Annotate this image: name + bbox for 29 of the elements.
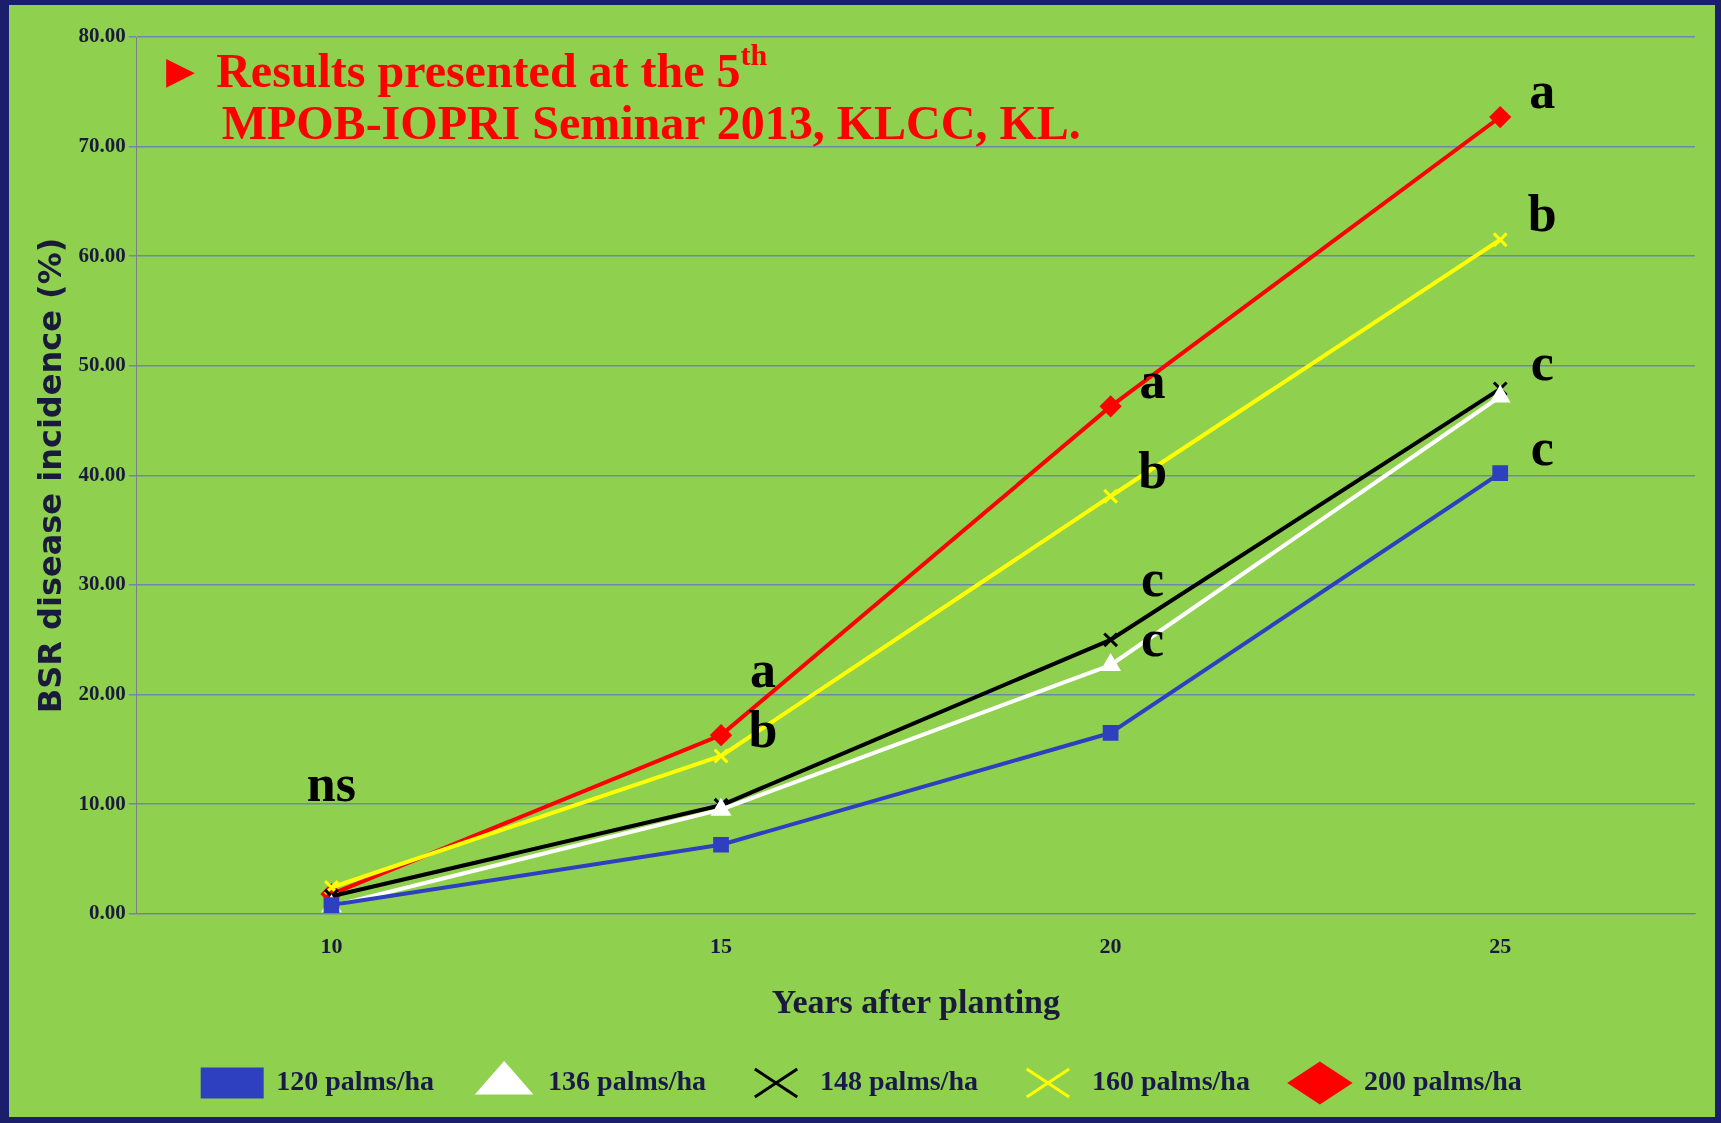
x-tick-label: 20 [1099, 932, 1122, 958]
y-tick-label: 0.00 [88, 900, 126, 925]
annotation: a [1529, 62, 1556, 120]
x-axis-title: Years after planting [771, 983, 1060, 1021]
y-tick-label: 10.00 [78, 790, 126, 815]
y-tick-label: 50.00 [78, 352, 126, 377]
annotation: c [1141, 550, 1165, 608]
x-tick-label: 10 [320, 932, 343, 958]
legend-label: 136 palms/ha [548, 1065, 707, 1097]
y-axis-title: BSR disease incidence (%) [30, 237, 69, 714]
annotation: ns [306, 754, 357, 812]
x-tick-label: 15 [710, 932, 733, 958]
annotation: b [1138, 441, 1168, 499]
y-tick-label: 40.00 [78, 461, 126, 486]
legend-label: 200 palms/ha [1363, 1065, 1522, 1097]
annotation: a [750, 641, 777, 699]
legend-label: 120 palms/ha [276, 1065, 435, 1097]
x-tick-label: 25 [1489, 932, 1512, 958]
legend-label: 148 palms/ha [820, 1065, 978, 1097]
y-tick-label: 80.00 [78, 23, 126, 48]
y-tick-label: 20.00 [78, 681, 126, 706]
y-tick-label: 70.00 [78, 133, 126, 158]
y-tick-label: 60.00 [78, 242, 126, 267]
annotation: b [1527, 185, 1557, 243]
legend-label: 160 palms/ha [1091, 1065, 1250, 1097]
y-tick-label: 30.00 [78, 571, 126, 596]
annotation: c [1530, 418, 1554, 476]
annotation: b [748, 701, 778, 759]
annotation: c [1530, 334, 1554, 392]
